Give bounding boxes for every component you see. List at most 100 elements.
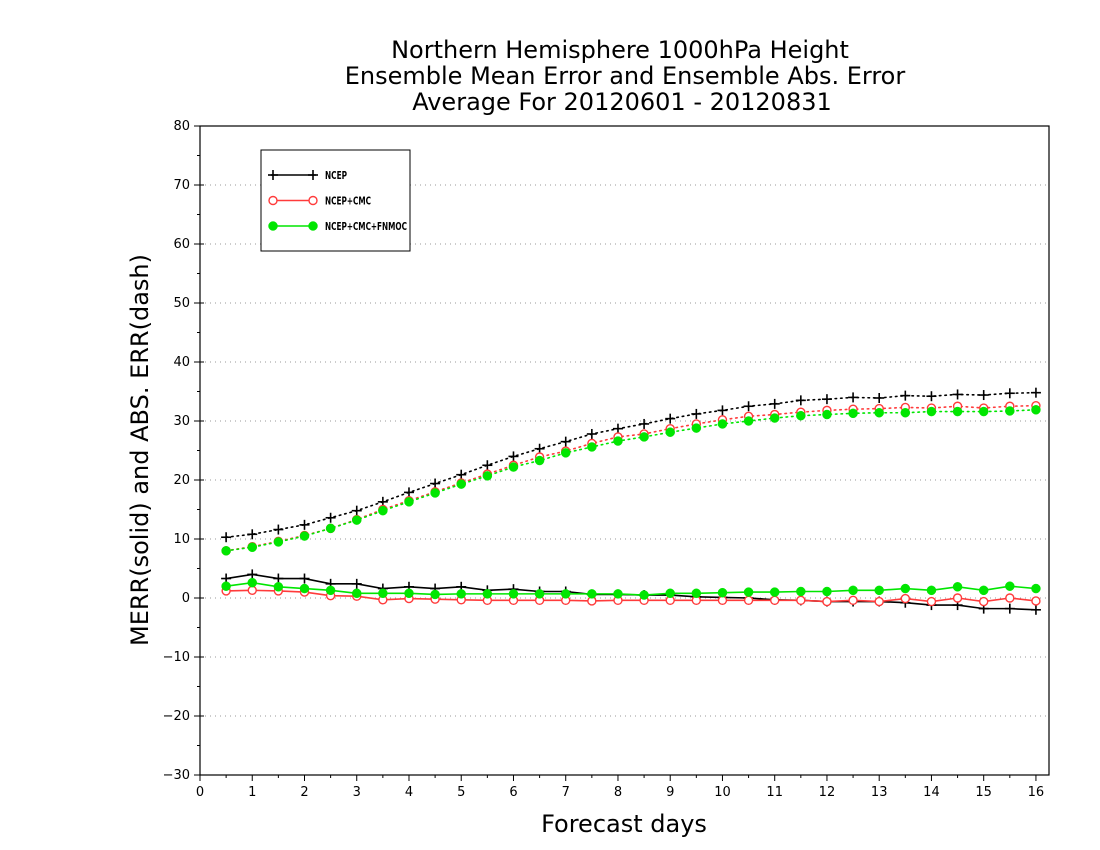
abs-err-line bbox=[225, 408, 1037, 552]
abs-err-point bbox=[926, 406, 937, 417]
chart-title: Northern Hemisphere 1000hPa Height Ensem… bbox=[345, 36, 906, 116]
abs-err-point bbox=[900, 407, 911, 418]
merr-point bbox=[273, 582, 284, 592]
abs-err-point bbox=[743, 416, 754, 426]
abs-err-point bbox=[613, 436, 623, 446]
merr-point bbox=[430, 589, 440, 600]
abs-err-point bbox=[665, 413, 676, 424]
abs-err-point bbox=[639, 432, 649, 442]
abs-err-point bbox=[482, 460, 493, 471]
abs-err-point bbox=[1005, 406, 1015, 416]
abs-err-point bbox=[560, 436, 571, 447]
abs-err-point bbox=[717, 405, 728, 416]
series-1 bbox=[221, 400, 1041, 607]
chart-title-line-1: Northern Hemisphere 1000hPa Height bbox=[391, 36, 849, 64]
x-axis-label: Forecast days bbox=[541, 810, 707, 838]
merr-point bbox=[613, 589, 623, 599]
abs-err-point bbox=[978, 390, 989, 401]
legend-marker bbox=[308, 221, 318, 231]
merr-point bbox=[848, 585, 858, 596]
y-tick-label: −20 bbox=[163, 709, 190, 724]
x-tick-label: 1 bbox=[248, 785, 256, 800]
y-tick-label: 80 bbox=[173, 119, 190, 134]
x-tick-label: 0 bbox=[196, 785, 204, 800]
merr-point bbox=[978, 596, 989, 607]
merr-point bbox=[717, 595, 728, 606]
abs-err-point bbox=[926, 391, 937, 402]
abs-err-point bbox=[822, 409, 832, 420]
abs-err-point bbox=[273, 524, 284, 535]
legend-label: NCEP bbox=[325, 169, 347, 182]
abs-err-point bbox=[403, 487, 414, 498]
abs-err-point bbox=[1004, 388, 1015, 399]
x-tick-label: 7 bbox=[562, 785, 570, 800]
abs-err-point bbox=[404, 497, 414, 507]
abs-err-point bbox=[587, 442, 597, 452]
y-tick-label: 40 bbox=[173, 355, 190, 370]
series-0 bbox=[221, 387, 1041, 615]
legend-marker bbox=[268, 221, 278, 231]
merr-point bbox=[926, 596, 937, 607]
merr-point bbox=[822, 586, 832, 597]
merr-point bbox=[247, 585, 257, 596]
abs-err-point bbox=[430, 478, 441, 489]
abs-err-point bbox=[351, 505, 362, 516]
y-tick-label: 30 bbox=[173, 414, 190, 429]
merr-point bbox=[534, 589, 545, 599]
x-tick-label: 9 bbox=[666, 785, 674, 800]
abs-err-point bbox=[769, 398, 780, 409]
merr-point bbox=[639, 590, 649, 600]
series-2 bbox=[221, 405, 1041, 600]
abs-err-point bbox=[430, 488, 440, 498]
merr-point bbox=[404, 588, 414, 599]
legend-label: NCEP+CMC bbox=[325, 195, 371, 208]
abs-err-point bbox=[273, 537, 284, 547]
legend-marker bbox=[268, 195, 278, 206]
abs-err-point bbox=[691, 423, 702, 433]
legend-label: NCEP+CMC+FNMOC bbox=[325, 220, 407, 233]
abs-err-point bbox=[221, 546, 231, 556]
abs-err-line bbox=[225, 404, 1037, 552]
abs-err-point bbox=[874, 392, 885, 403]
merr-point bbox=[273, 573, 284, 584]
chart-title-line-2: Ensemble Mean Error and Ensemble Abs. Er… bbox=[345, 62, 906, 90]
abs-err-point bbox=[743, 401, 754, 412]
merr-point bbox=[978, 585, 989, 596]
merr-point bbox=[247, 577, 257, 588]
y-tick-label: 0 bbox=[182, 591, 190, 606]
abs-err-point bbox=[508, 462, 519, 472]
abs-err-point bbox=[299, 531, 310, 541]
merr-point bbox=[508, 589, 519, 599]
x-tick-label: 12 bbox=[819, 785, 836, 800]
y-tick-label: 10 bbox=[173, 532, 190, 547]
abs-err-point bbox=[978, 406, 989, 417]
merr-point bbox=[482, 589, 493, 599]
x-tick-label: 3 bbox=[353, 785, 361, 800]
x-tick-label: 4 bbox=[405, 785, 413, 800]
x-tick-label: 11 bbox=[766, 785, 783, 800]
merr-point bbox=[1004, 603, 1015, 614]
abs-err-point bbox=[534, 455, 545, 466]
abs-err-point bbox=[848, 408, 858, 419]
abs-err-point bbox=[952, 389, 963, 400]
merr-point bbox=[926, 585, 937, 596]
merr-point bbox=[796, 586, 806, 597]
abs-err-point bbox=[691, 408, 702, 419]
grid-lines bbox=[200, 184, 1049, 717]
abs-err-point bbox=[1031, 405, 1041, 415]
merr-point bbox=[1030, 604, 1041, 615]
legend-item: NCEP+CMC bbox=[268, 195, 371, 208]
merr-point bbox=[378, 588, 388, 599]
merr-point bbox=[1005, 581, 1015, 591]
x-tick-label: 15 bbox=[975, 785, 992, 800]
merr-point bbox=[900, 593, 911, 604]
merr-point bbox=[874, 585, 884, 596]
abs-err-point bbox=[586, 428, 597, 439]
abs-err-point bbox=[482, 471, 493, 481]
merr-point bbox=[770, 595, 780, 606]
merr-point bbox=[1031, 583, 1041, 594]
abs-err-point bbox=[952, 406, 963, 417]
merr-point bbox=[874, 596, 884, 607]
abs-err-point bbox=[848, 392, 859, 403]
